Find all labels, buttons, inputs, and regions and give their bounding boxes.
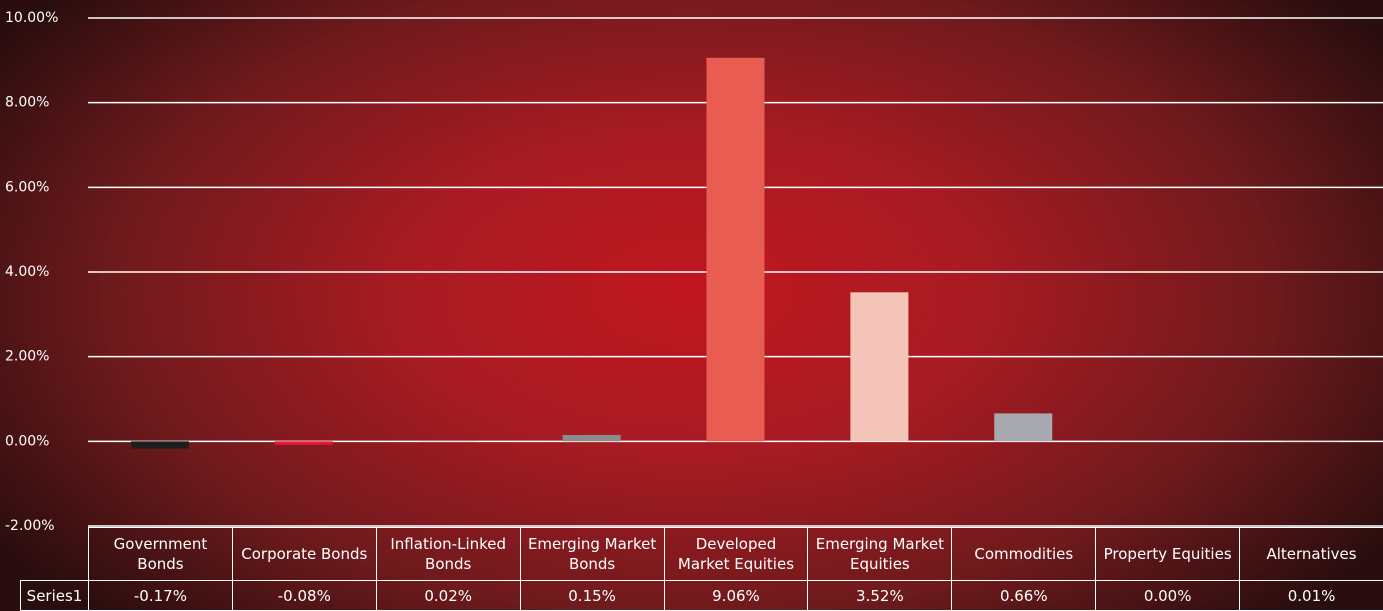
y-tick-label: 10.00%: [5, 10, 58, 26]
y-tick-label: 8.00%: [5, 95, 49, 111]
value-label: 0.02%: [375, 580, 521, 611]
legend-entry: Series1: [20, 580, 89, 611]
x-tick-label: Property Equities: [1095, 527, 1241, 581]
value-label: 0.01%: [1239, 580, 1383, 611]
y-tick-label: 0.00%: [5, 433, 49, 449]
x-tick-label: Commodities: [951, 527, 1097, 581]
x-tick-label: Government Bonds: [88, 527, 233, 581]
y-tick-label: -2.00%: [5, 518, 55, 534]
value-label: 3.52%: [807, 580, 953, 611]
x-tick-label: Emerging Market Equities: [807, 527, 953, 581]
value-label: -0.08%: [231, 580, 377, 611]
y-tick-label: 2.00%: [5, 349, 49, 365]
value-label: 0.66%: [951, 580, 1097, 611]
value-label: -0.17%: [88, 580, 233, 611]
y-tick-label: 6.00%: [5, 179, 49, 195]
bar: [850, 292, 909, 442]
bar: [418, 440, 477, 442]
bar: [274, 441, 333, 445]
bar: [706, 57, 765, 442]
y-tick-label: 4.00%: [5, 264, 49, 280]
value-label: 9.06%: [663, 580, 809, 611]
bar: [994, 413, 1053, 442]
bar: [130, 441, 189, 449]
x-tick-label: Inflation-Linked Bonds: [375, 527, 521, 581]
bar: [562, 434, 621, 442]
x-tick-label: Developed Market Equities: [663, 527, 809, 581]
value-label: 0.15%: [519, 580, 665, 611]
x-tick-label: Emerging Market Bonds: [519, 527, 665, 581]
value-label: 0.00%: [1095, 580, 1241, 611]
x-tick-label: Corporate Bonds: [231, 527, 377, 581]
x-tick-label: Alternatives: [1239, 527, 1383, 581]
